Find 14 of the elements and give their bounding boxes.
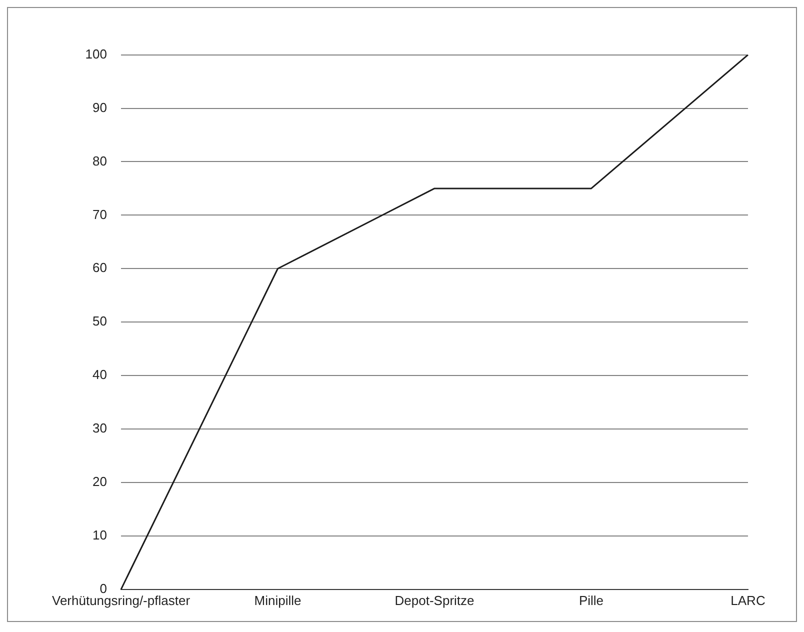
- y-tick-label: 50: [92, 314, 108, 329]
- x-tick-label: Depot-Spritze: [394, 592, 474, 608]
- y-tick-label: 30: [92, 420, 108, 436]
- x-tick-label: LARC: [730, 592, 766, 608]
- y-tick-label: 80: [92, 153, 108, 168]
- y-tick-label: 20: [92, 474, 108, 490]
- y-tick-label: 40: [92, 367, 108, 382]
- y-tick-label: 70: [92, 206, 108, 222]
- y-tick-label: 100: [85, 46, 108, 62]
- y-tick-label: 60: [92, 260, 108, 276]
- y-tick-label: 90: [92, 100, 108, 115]
- x-tick-label: Pille: [578, 592, 604, 608]
- y-tick-label: 10: [92, 528, 108, 543]
- x-tick-label: Minipille: [254, 592, 302, 608]
